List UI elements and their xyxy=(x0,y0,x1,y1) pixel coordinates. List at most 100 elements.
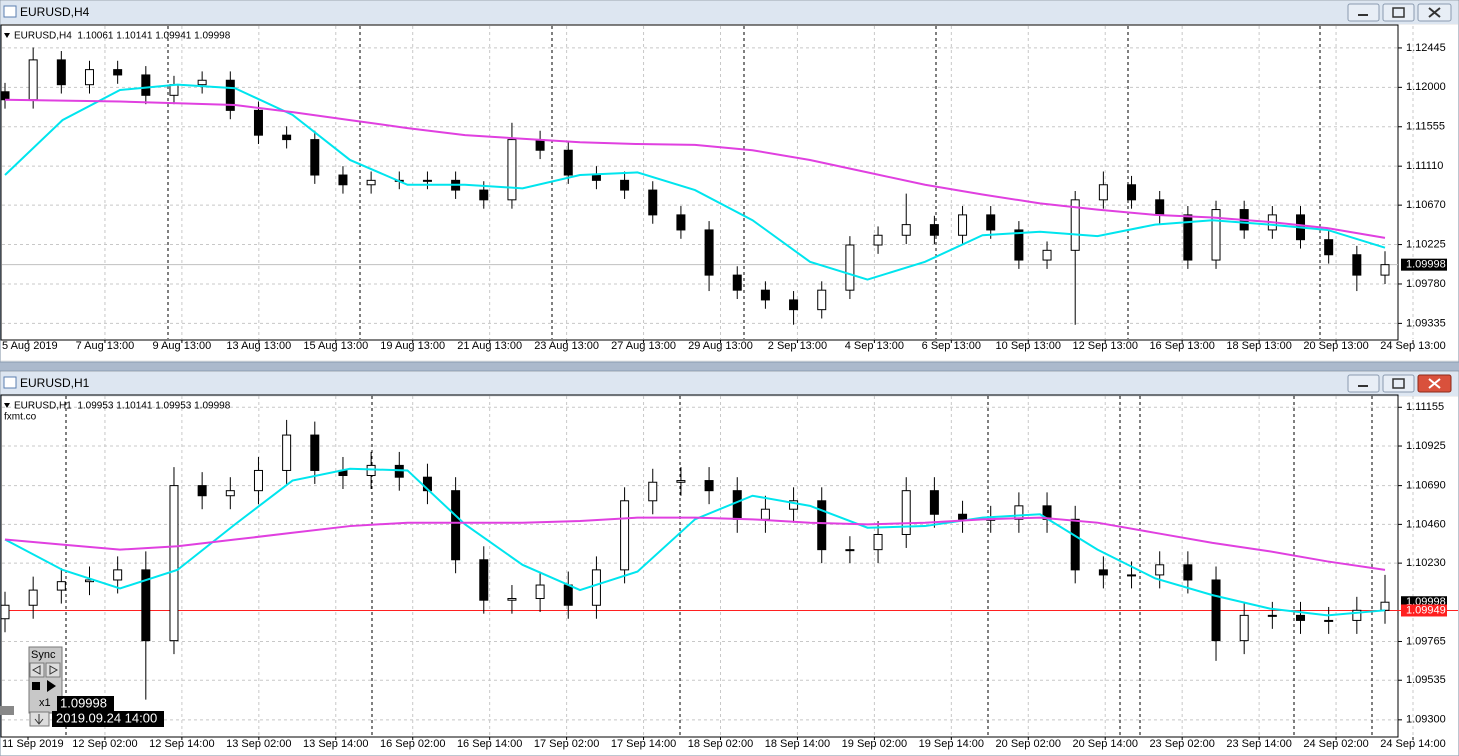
x-tick-label: 12 Sep 02:00 xyxy=(72,738,137,750)
minimize-button[interactable] xyxy=(1347,374,1380,393)
candle-body xyxy=(141,74,151,96)
window-icon xyxy=(3,5,17,18)
stop-button[interactable] xyxy=(32,682,40,690)
x-tick-label: 23 Sep 14:00 xyxy=(1226,738,1291,750)
icon xyxy=(34,714,44,725)
icon xyxy=(31,665,41,675)
candle-body xyxy=(1014,505,1024,520)
candle-body xyxy=(986,214,996,231)
y-tick-label: 1.10690 xyxy=(1406,480,1446,492)
y-tick-label: 1.10225 xyxy=(1406,238,1446,250)
last-price-label: 1.09998 xyxy=(1406,259,1446,271)
candle-body xyxy=(620,500,630,571)
y-tick-label: 1.10230 xyxy=(1406,557,1446,569)
info-arrow xyxy=(4,403,10,408)
price-box xyxy=(57,696,114,712)
candle-body xyxy=(563,149,573,176)
candle-body xyxy=(479,189,489,201)
x-tick-label: 7 Aug 13:00 xyxy=(76,340,135,352)
candle-body xyxy=(845,244,855,291)
sync-title: Sync xyxy=(31,649,56,661)
candle-body xyxy=(929,490,939,515)
candle-body xyxy=(1352,609,1362,621)
candle-body xyxy=(1267,614,1277,617)
candle-body xyxy=(873,234,883,246)
candle-body xyxy=(1098,569,1108,576)
candle-body xyxy=(732,490,742,520)
candle-body xyxy=(1127,574,1137,577)
x-tick-label: 10 Sep 13:00 xyxy=(996,340,1061,352)
x-tick-label: 5 Aug 2019 xyxy=(2,340,58,352)
y-tick-label: 1.09780 xyxy=(1406,278,1446,290)
candle-body xyxy=(282,134,292,141)
moving-average xyxy=(4,467,1386,617)
x-tick-label: 13 Sep 14:00 xyxy=(303,738,368,750)
chart-area xyxy=(1,397,1458,755)
candle-body xyxy=(225,79,235,111)
x-tick-label: 16 Sep 02:00 xyxy=(380,738,445,750)
candle-body xyxy=(422,179,432,182)
candle-body xyxy=(648,481,658,502)
icon xyxy=(1428,7,1441,18)
candle-body xyxy=(1127,184,1137,201)
y-tick-label: 1.10925 xyxy=(1406,440,1446,452)
candle-body xyxy=(1324,619,1334,622)
y-tick-label: 1.09535 xyxy=(1406,674,1446,686)
x-tick-label: 11 Sep 2019 xyxy=(2,738,64,750)
candle-body xyxy=(732,274,742,291)
candle-body xyxy=(1352,254,1362,276)
x-tick-label: 20 Sep 02:00 xyxy=(996,738,1061,750)
play-button[interactable] xyxy=(47,680,56,692)
candle-body xyxy=(704,229,714,276)
window-icon xyxy=(3,376,17,389)
x-tick-label: 13 Aug 13:00 xyxy=(226,340,291,352)
x-tick-label: 19 Sep 02:00 xyxy=(842,738,907,750)
x-tick-label: 9 Aug 13:00 xyxy=(153,340,212,352)
candle-body xyxy=(901,490,911,535)
window-title: EURUSD,H1 xyxy=(20,376,90,390)
sync-panel: Sync x1 1.09998 2019.09.24 14:00 xyxy=(0,646,164,727)
x-tick-label: 6 Sep 13:00 xyxy=(922,340,981,352)
candle-body xyxy=(535,139,545,151)
x-tick-label: 27 Aug 13:00 xyxy=(611,340,676,352)
candle-body xyxy=(1183,564,1193,581)
x-tick-label: 16 Sep 13:00 xyxy=(1149,340,1214,352)
sync-price: 1.09998 xyxy=(60,695,107,710)
candle-body xyxy=(873,533,883,551)
maximize-button[interactable] xyxy=(1382,3,1415,22)
candle-body xyxy=(845,549,855,552)
candle-body xyxy=(1239,614,1249,642)
candle-body xyxy=(338,174,348,186)
bid-price-label: 1.09949 xyxy=(1406,604,1446,616)
y-tick-label: 1.11555 xyxy=(1406,121,1445,133)
x-tick-label: 16 Sep 14:00 xyxy=(457,738,522,750)
icon xyxy=(49,665,59,675)
candle-body xyxy=(169,84,179,96)
candle-body xyxy=(817,500,827,551)
chart-info: EURUSD,H1 1.09953 1.10141 1.09953 1.0999… xyxy=(14,401,231,412)
candle-body xyxy=(1211,209,1221,261)
title-bar xyxy=(1,372,1458,396)
y-tick-label: 1.12000 xyxy=(1406,81,1446,93)
candle-body xyxy=(535,584,545,600)
sync-box xyxy=(28,646,63,714)
x-tick-label: 23 Aug 13:00 xyxy=(534,340,599,352)
minimize-button[interactable] xyxy=(1347,3,1380,22)
y-tick-label: 1.09300 xyxy=(1406,714,1446,726)
candle-body xyxy=(789,299,799,311)
x-tick-label: 18 Sep 13:00 xyxy=(1226,340,1291,352)
candle-body xyxy=(1183,214,1193,261)
icon xyxy=(1428,378,1441,389)
candle-body xyxy=(422,476,432,492)
x-tick-label: 24 Sep 02:00 xyxy=(1303,738,1368,750)
x-tick-label: 17 Sep 14:00 xyxy=(611,738,676,750)
candle-body xyxy=(310,139,320,176)
candle-body xyxy=(141,569,151,642)
maximize-button[interactable] xyxy=(1382,374,1415,393)
candle-body xyxy=(1155,199,1165,216)
x-tick-label: 20 Sep 14:00 xyxy=(1072,738,1137,750)
y-tick-label: 1.11155 xyxy=(1406,401,1444,413)
candle-body xyxy=(197,79,207,86)
candle-body xyxy=(451,490,461,561)
